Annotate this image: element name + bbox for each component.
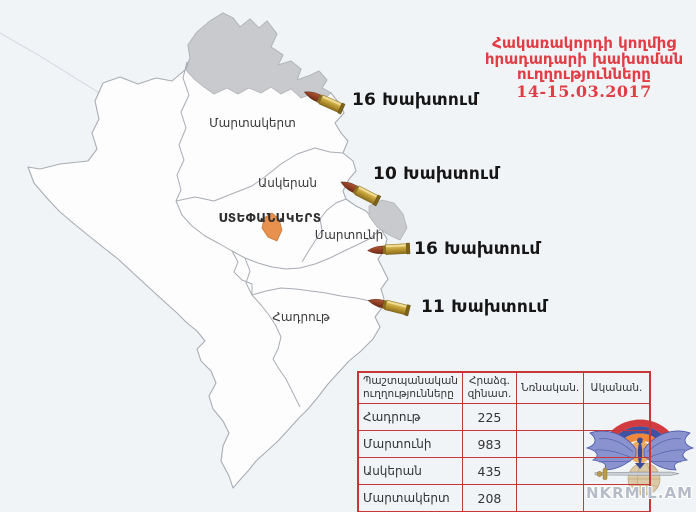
region-borders (175, 61, 382, 408)
table-row: Ասկերան 435 (357, 457, 651, 485)
east-gray-patch (368, 199, 408, 241)
offmap-border-line (0, 32, 102, 95)
grenade-cell (515, 403, 585, 431)
title-line: Հակառակորդի կողմից (492, 34, 676, 52)
mortar-cell (583, 457, 651, 485)
title-date: 14-15.03.2017 (516, 81, 652, 101)
table-row: Հադրութ 225 (357, 403, 651, 431)
table-row: Մարտակերտ 208 (357, 484, 651, 512)
mortar-cell (583, 403, 651, 431)
violations-stats-table: Պաշտպանական ուղղությունները Հրաձգ. զինատ… (357, 371, 651, 512)
direction-cell: Մարտակերտ (357, 484, 463, 512)
region-label-hadrut: Հադրութ (272, 310, 330, 324)
firearms-cell: 208 (461, 484, 517, 512)
violation-count-label: 16 Խախտում (352, 90, 479, 110)
region-label-stepanakert: ՍՏԵՓԱՆԱԿԵՐՏ (218, 211, 322, 225)
direction-cell: Մարտունի (357, 430, 463, 458)
grenade-cell (515, 484, 585, 512)
title-line: հրադադարի խախտման (484, 49, 684, 68)
region-label-askeran: Ասկերան (258, 176, 317, 190)
col-header-grenade: Նռնական. (515, 371, 585, 404)
shahumyan-gray-region (185, 12, 332, 100)
direction-cell: Հադրութ (357, 403, 463, 431)
firearms-cell: 435 (461, 457, 517, 485)
violation-count-label: 10 Խախտում (373, 164, 500, 184)
region-label-martakert: Մարտակերտ (209, 116, 296, 130)
title-line: ուղղությունները (517, 65, 651, 83)
col-header-mortar: Ականան. (583, 371, 651, 404)
col-header-firearms: Հրաձգ. զինատ. (461, 371, 517, 404)
table-header-row: Պաշտպանական ուղղությունները Հրաձգ. զինատ… (357, 371, 651, 404)
table-row: Մարտունի 983 (357, 430, 651, 458)
bullet-icon (366, 242, 411, 257)
violation-count-label: 16 Խախտում (414, 239, 541, 259)
violation-count-label: 11 Խախտում (421, 297, 548, 317)
col-header-directions: Պաշտպանական ուղղությունները (357, 371, 463, 404)
region-label-martuni: Մարտունի (314, 228, 384, 242)
mortar-cell (583, 484, 651, 512)
stepanakert-region-orange (261, 212, 283, 242)
infographic-title: Հակառակորդի կողմից հրադադարի խախտման ուղ… (472, 34, 696, 101)
nkrmil-watermark: NKRMIL.AM (585, 484, 694, 502)
firearms-cell: 983 (461, 430, 517, 458)
mortar-cell (583, 430, 651, 458)
firearms-cell: 225 (461, 403, 517, 431)
direction-cell: Ասկերան (357, 457, 463, 485)
grenade-cell (515, 457, 585, 485)
grenade-cell (515, 430, 585, 458)
